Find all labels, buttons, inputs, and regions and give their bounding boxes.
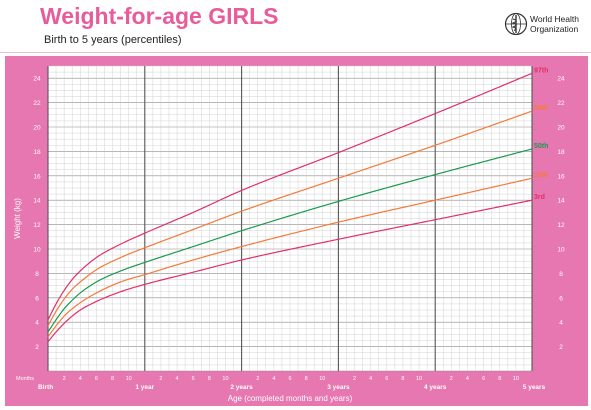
x-major-tick-label: 1 year	[135, 384, 154, 391]
x-minor-tick-label: 10	[319, 376, 325, 382]
percentile-curve-85th	[47, 110, 533, 327]
y-tick-label-right: 16	[557, 173, 565, 180]
y-tick-label-left: 6	[35, 295, 39, 302]
x-minor-tick-label: 8	[498, 376, 501, 382]
y-tick-label-left: 2	[35, 344, 39, 351]
x-minor-tick-label: 6	[482, 376, 485, 382]
x-minor-tick-label: 2	[63, 376, 66, 382]
y-tick-label-right: 10	[557, 247, 565, 254]
x-minor-tick-label: 8	[305, 376, 308, 382]
x-minor-tick-label: 4	[466, 376, 469, 382]
x-minor-tick-label: 8	[208, 376, 211, 382]
series-label: 15th	[534, 172, 548, 179]
y-tick-label-right: 18	[557, 149, 565, 156]
percentile-curves	[47, 72, 533, 343]
y-tick-label-left: 16	[33, 173, 41, 180]
x-minor-tick-label: 6	[95, 376, 98, 382]
organization-name: World Health Organization	[530, 14, 579, 34]
y-axis-label: Weight (kg)	[13, 198, 22, 239]
y-tick-label-left: 24	[33, 76, 41, 83]
y-tick-label-right: 4	[559, 320, 563, 327]
y-tick-label-right: 14	[557, 198, 565, 205]
x-minor-tick-label: 4	[272, 376, 275, 382]
percentile-curve-15th	[47, 177, 533, 338]
x-minor-tick-label: 6	[385, 376, 388, 382]
x-minor-tick-label: 8	[401, 376, 404, 382]
y-tick-label-right: 12	[557, 222, 565, 229]
x-minor-tick-label: 10	[126, 376, 132, 382]
header-rule	[0, 52, 591, 53]
chart-subtitle: Birth to 5 years (percentiles)	[44, 34, 182, 46]
series-label: 50th	[534, 143, 548, 150]
y-tick-label-left: 20	[33, 125, 41, 132]
x-major-tick-label: 5 years	[523, 384, 546, 391]
y-tick-label-right: 6	[559, 295, 563, 302]
x-minor-tick-label: 10	[222, 376, 228, 382]
x-major-tick-label: 2 years	[230, 384, 253, 391]
x-minor-tick-label: 4	[79, 376, 82, 382]
x-minor-tick-label: 2	[159, 376, 162, 382]
y-tick-label-left: 12	[33, 222, 41, 229]
percentile-curve-97th	[47, 72, 533, 321]
y-tick-label-left: 10	[33, 247, 41, 254]
x-axis-label: Age (completed months and years)	[228, 394, 353, 403]
organization-name-line2: Organization	[530, 24, 579, 34]
chart-title: Weight-for-age GIRLS	[40, 3, 279, 29]
percentile-curve-50th	[47, 148, 533, 333]
series-label: 97th	[534, 67, 548, 74]
who-emblem-icon	[504, 12, 528, 36]
x-major-tick-label: 3 years	[327, 384, 350, 391]
series-label: 85th	[534, 105, 548, 112]
y-tick-label-left: 22	[33, 100, 41, 107]
x-minor-tick-label: 6	[192, 376, 195, 382]
y-tick-label-left: 8	[35, 271, 39, 278]
x-minor-tick-label: 10	[416, 376, 422, 382]
y-tick-label-left: 14	[33, 198, 41, 205]
y-tick-label-right: 22	[557, 100, 565, 107]
x-minor-tick-label: 8	[111, 376, 114, 382]
x-minor-tick-label: 2	[256, 376, 259, 382]
organization-name-line1: World Health	[530, 14, 579, 24]
x-major-tick-label: 4 years	[424, 384, 447, 391]
y-tick-label-right: 2	[559, 344, 563, 351]
y-tick-label-left: 18	[33, 149, 41, 156]
series-label: 3rd	[534, 194, 545, 201]
y-tick-label-left: 4	[35, 320, 39, 327]
x-minor-tick-label: 4	[369, 376, 372, 382]
grid	[47, 65, 533, 372]
x-minor-tick-label: 10	[513, 376, 519, 382]
y-tick-label-right: 20	[557, 125, 565, 132]
x-minor-tick-label: 2	[450, 376, 453, 382]
y-tick-label-right: 24	[557, 76, 565, 83]
x-minor-tick-label: 2	[353, 376, 356, 382]
y-tick-label-right: 8	[559, 271, 563, 278]
x-minor-tick-label: 6	[288, 376, 291, 382]
months-row-label: Months	[16, 376, 34, 382]
x-major-tick-label: Birth	[38, 384, 53, 391]
x-minor-tick-label: 4	[176, 376, 179, 382]
percentile-curve-3rd	[47, 199, 533, 343]
